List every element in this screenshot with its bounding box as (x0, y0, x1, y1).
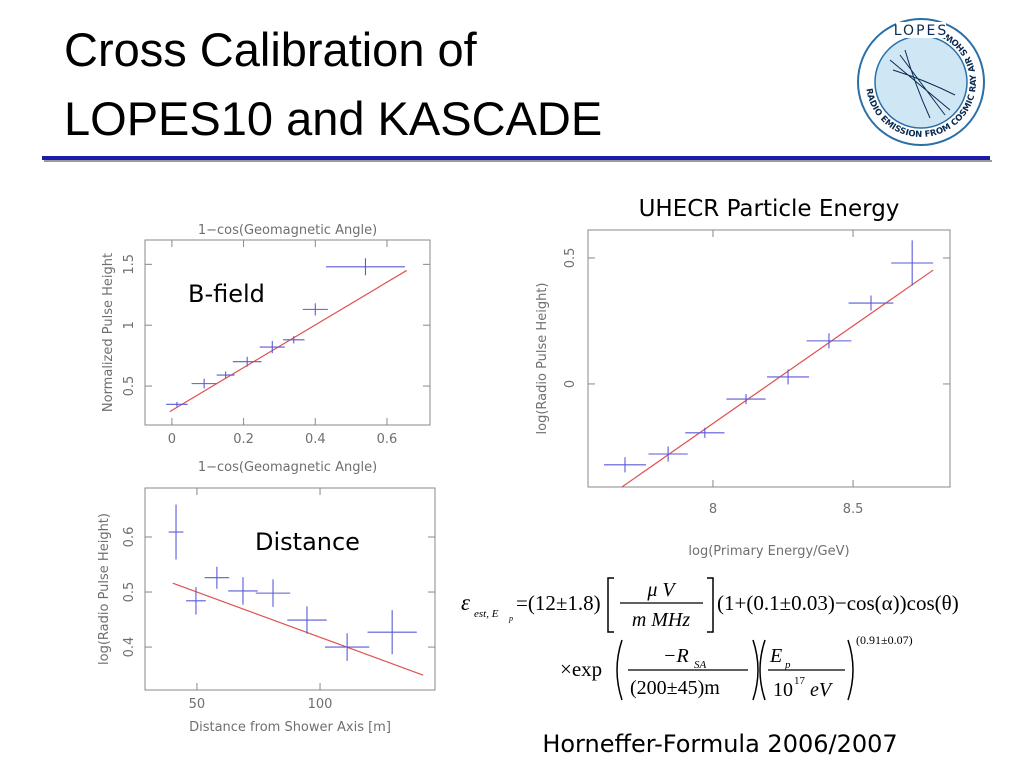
x-tick-label: 0.6 (377, 432, 398, 447)
x-axis-label: log(Primary Energy/GeV) (688, 544, 849, 559)
formula-text: −R (663, 645, 689, 667)
formula-text: est, E (474, 608, 499, 620)
y-tick-label: 1.5 (122, 254, 137, 275)
formula-text: SA (694, 659, 707, 671)
formula-text: (1+(0.1±0.03)−cos(α))cos(θ) (717, 591, 959, 615)
logo-art (889, 49, 956, 119)
y-tick-label: 0.5 (122, 376, 137, 397)
logo: RADIO EMISSION FROM COSMIC RAY AIR SHOWE… (857, 18, 985, 146)
x-tick-label: 50 (189, 697, 206, 712)
x-tick-label: 0.2 (233, 432, 254, 447)
y-axis-label: log(Radio Pulse Height) (97, 513, 112, 665)
formula-text: eV (810, 679, 834, 701)
fit-line (172, 582, 424, 676)
slide-title: Cross Calibration of (64, 23, 478, 76)
formula-bracket (607, 577, 714, 633)
title-rule (42, 156, 990, 160)
formula-text: E (769, 645, 782, 667)
plot-frame (144, 239, 431, 426)
plot-frame (587, 229, 951, 488)
plot-frame (144, 487, 436, 691)
formula-text: p (508, 614, 513, 623)
y-tick-label: 0 (563, 380, 578, 388)
formula: ε est, E p =(12±1.8) μ V m MHz (1+(0.1±0… (461, 577, 959, 701)
formula-paren (616, 639, 854, 701)
formula-text: m MHz (632, 609, 691, 631)
x-tick-label: 0 (168, 432, 176, 447)
slide-title: LOPES10 and KASCADE (64, 92, 602, 145)
y-tick-label: 1 (122, 321, 137, 329)
formula-text: (0.91±0.07) (856, 633, 913, 647)
y-tick-label: 0.4 (122, 637, 137, 658)
x-axis-label: 1−cos(Geomagnetic Angle) (198, 460, 377, 475)
y-axis-label: log(Radio Pulse Height) (535, 283, 550, 435)
logo-label-bg (896, 22, 946, 38)
formula-text: =(12±1.8) (516, 591, 601, 615)
title-rule-shadow (44, 160, 992, 162)
x-tick-label: 8.5 (843, 502, 864, 517)
chart-title: UHECR Particle Energy (639, 196, 900, 222)
y-tick-label: 0.5 (122, 582, 137, 603)
formula-text: p (784, 659, 791, 671)
formula-text: (200±45)m (630, 677, 720, 699)
footer-caption: Horneffer-Formula 2006/2007 (542, 730, 897, 758)
logo-disc (874, 35, 968, 129)
formula-text: 10 (773, 679, 793, 701)
formula-text: ×exp (560, 657, 602, 681)
formula-text: ε (461, 590, 471, 615)
x-tick-label: 100 (308, 697, 333, 712)
logo-name: LOPES (894, 23, 949, 39)
chart-title: 1−cos(Geomagnetic Angle) (198, 223, 377, 238)
y-tick-label: 0.5 (563, 248, 578, 269)
x-tick-label: 8 (709, 502, 717, 517)
y-tick-label: 0.6 (122, 527, 137, 548)
formula-text: μ V (646, 579, 677, 601)
y-axis-label: Normalized Pulse Height (101, 253, 116, 412)
annotation: Distance (255, 528, 360, 556)
fit-line (621, 269, 934, 488)
x-axis-label: Distance from Shower Axis [m] (189, 720, 391, 735)
annotation: B-field (188, 280, 265, 308)
fit-line (169, 269, 408, 413)
formula-text: 17 (794, 675, 806, 687)
x-tick-label: 0.4 (305, 432, 326, 447)
